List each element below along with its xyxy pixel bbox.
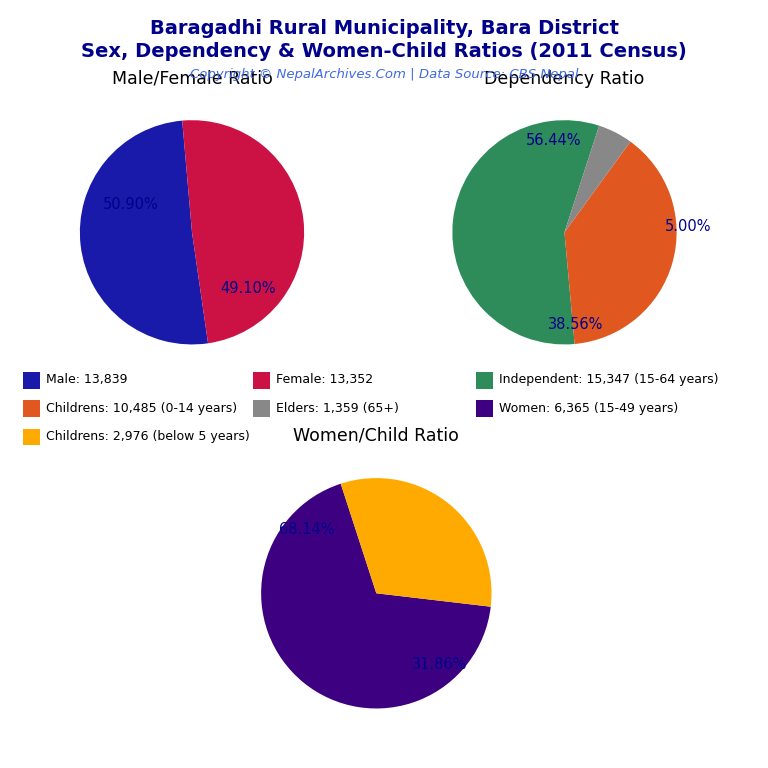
Wedge shape [452,121,599,344]
Wedge shape [182,121,304,343]
Text: 31.86%: 31.86% [412,657,468,672]
Text: 68.14%: 68.14% [280,522,335,538]
Title: Male/Female Ratio: Male/Female Ratio [111,70,273,88]
Text: Sex, Dependency & Women-Child Ratios (2011 Census): Sex, Dependency & Women-Child Ratios (20… [81,42,687,61]
Text: 56.44%: 56.44% [525,133,581,148]
Text: Elders: 1,359 (65+): Elders: 1,359 (65+) [276,402,399,415]
Wedge shape [564,126,631,232]
Text: Women: 6,365 (15-49 years): Women: 6,365 (15-49 years) [499,402,678,415]
Text: Copyright © NepalArchives.Com | Data Source: CBS Nepal: Copyright © NepalArchives.Com | Data Sou… [190,68,578,81]
Text: Female: 13,352: Female: 13,352 [276,373,373,386]
Text: 5.00%: 5.00% [664,219,711,234]
Title: Dependency Ratio: Dependency Ratio [485,70,644,88]
Text: Childrens: 2,976 (below 5 years): Childrens: 2,976 (below 5 years) [46,430,250,443]
Wedge shape [341,478,492,607]
Text: 49.10%: 49.10% [220,281,276,296]
Text: Childrens: 10,485 (0-14 years): Childrens: 10,485 (0-14 years) [46,402,237,415]
Text: 38.56%: 38.56% [548,316,604,332]
Wedge shape [261,484,491,708]
Text: Independent: 15,347 (15-64 years): Independent: 15,347 (15-64 years) [499,373,719,386]
Title: Women/Child Ratio: Women/Child Ratio [293,427,459,445]
Wedge shape [80,121,208,344]
Text: Baragadhi Rural Municipality, Bara District: Baragadhi Rural Municipality, Bara Distr… [150,19,618,38]
Wedge shape [564,141,677,344]
Text: 50.90%: 50.90% [102,197,158,212]
Text: Male: 13,839: Male: 13,839 [46,373,127,386]
